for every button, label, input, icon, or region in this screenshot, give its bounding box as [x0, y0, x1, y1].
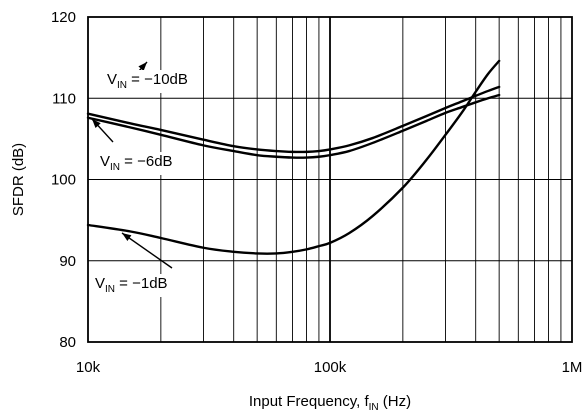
x-tick-label: 100k	[314, 359, 347, 376]
annotation-label-vin-1db: VIN = −1dB	[95, 275, 168, 295]
annotation-arrowhead-vin-1db	[122, 233, 132, 241]
y-tick-label: 90	[59, 253, 76, 270]
x-tick-label: 1M	[562, 359, 583, 376]
grid	[88, 17, 572, 342]
series-group	[86, 59, 501, 255]
annotation-background-vin-6db	[97, 152, 176, 175]
y-tick-label: 100	[51, 172, 76, 189]
plot-frame	[87, 16, 573, 343]
y-axis-label: SFDR (dB)	[10, 143, 27, 216]
series-line-vin-1db	[86, 59, 501, 255]
y-tick-label: 120	[51, 9, 76, 26]
y-tick-label: 80	[59, 334, 76, 351]
annotation-arrowhead-vin-6db	[92, 119, 101, 128]
series-line-vin-6db	[86, 93, 501, 159]
x-axis-label: Input Frequency, fIN (Hz)	[249, 393, 411, 413]
annotation-label-vin-6db: VIN = −6dB	[100, 153, 173, 173]
annotation-background-vin-10db	[104, 70, 191, 93]
annotation-arrowhead-vin-10db	[138, 62, 147, 71]
x-tick-label: 10k	[76, 359, 101, 376]
annotations: VIN = −10dB VIN = −6dB VIN = −1dB	[91, 61, 191, 297]
series-line-vin-10db	[86, 85, 501, 154]
annotation-background-vin-1db	[92, 274, 171, 297]
annotation-arrow-vin-1db	[121, 232, 173, 269]
annotation-label-vin-10db: VIN = −10dB	[107, 71, 188, 91]
y-tick-label: 110	[52, 90, 76, 107]
tick-labels: 10k 100k 1M 80 90 100 110 120	[51, 9, 582, 376]
